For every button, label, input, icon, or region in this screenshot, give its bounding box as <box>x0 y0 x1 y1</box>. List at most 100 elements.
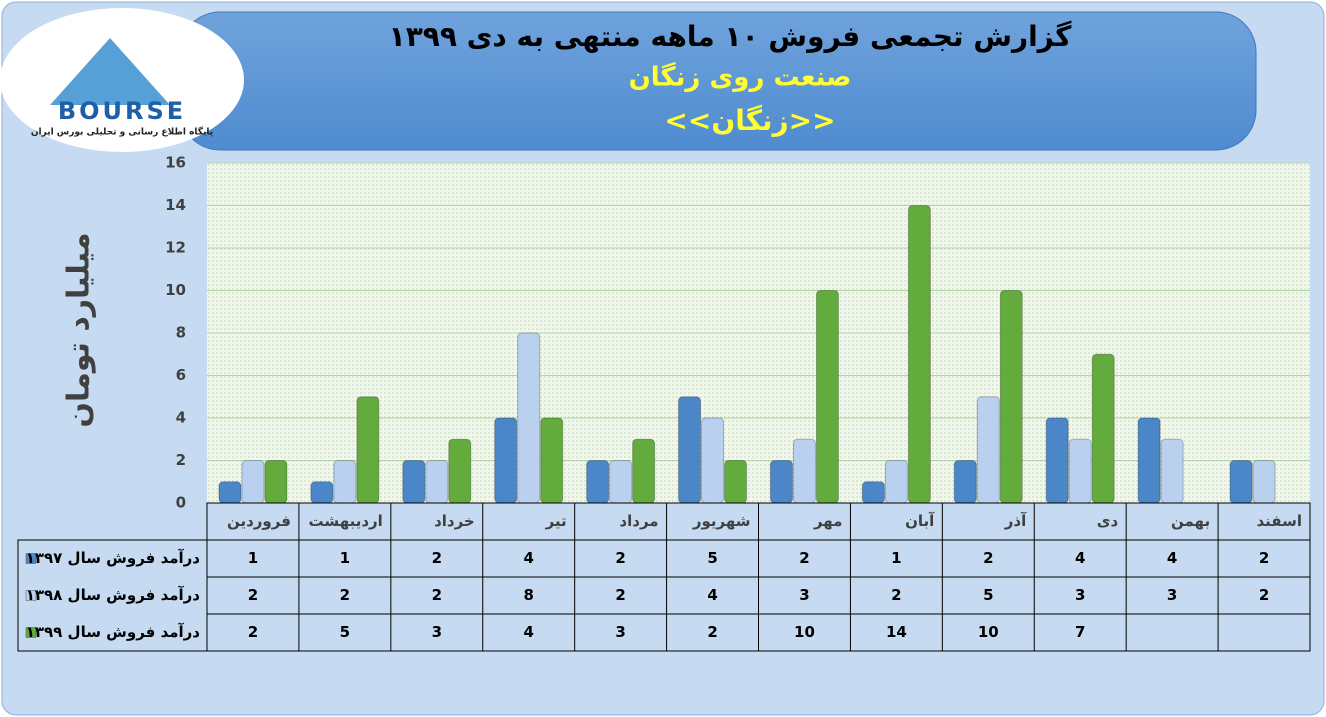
bar <box>999 290 1023 504</box>
bar <box>1137 417 1161 504</box>
logo-mark <box>50 38 170 105</box>
bar <box>632 438 656 504</box>
table-value: 4 <box>1167 549 1177 567</box>
y-tick-label: 4 <box>176 409 186 427</box>
table-value: 2 <box>983 549 993 567</box>
legend-swatch <box>25 627 37 638</box>
table-value: 2 <box>432 549 442 567</box>
table-value: 2 <box>432 586 442 604</box>
bar <box>448 438 472 504</box>
table-value: 2 <box>1259 549 1269 567</box>
y-tick-label: 0 <box>176 494 186 512</box>
bar <box>907 205 931 504</box>
x-tick-label: مرداد <box>619 512 658 530</box>
bar <box>1091 353 1115 504</box>
table-value: 5 <box>983 586 993 604</box>
table-value: 7 <box>1075 623 1085 641</box>
bar <box>517 332 541 504</box>
table-value: 4 <box>707 586 717 604</box>
table-value: 1 <box>248 549 258 567</box>
table-value: 14 <box>886 623 907 641</box>
table-value: 3 <box>1075 586 1085 604</box>
y-tick-label: 8 <box>176 324 186 342</box>
y-tick-label: 2 <box>176 451 186 469</box>
table-value: 2 <box>248 623 258 641</box>
x-tick-label: خرداد <box>434 512 475 530</box>
chart-symbol: <<زنگان>> <box>664 104 835 137</box>
bar <box>540 417 564 504</box>
bar <box>678 396 702 504</box>
bar <box>976 396 1000 504</box>
table-value: 2 <box>799 549 809 567</box>
table-value: 4 <box>523 549 533 567</box>
bar <box>701 417 725 504</box>
x-tick-label: آبان <box>905 512 935 530</box>
legend-label: درآمد فروش سال ۱۳۹۷ <box>26 549 201 567</box>
x-tick-label: مهر <box>813 512 843 530</box>
y-tick-label: 10 <box>165 281 186 299</box>
bar <box>724 460 748 504</box>
legend-label: درآمد فروش سال ۱۳۹۹ <box>26 623 201 641</box>
table-value: 3 <box>615 623 625 641</box>
bar <box>218 481 242 504</box>
y-axis-label: میلیارد تومان <box>62 232 97 427</box>
table-value: 1 <box>340 549 350 567</box>
bar <box>1045 417 1069 504</box>
bar <box>1252 460 1276 504</box>
logo-brand: BOURSE <box>58 97 186 125</box>
bar <box>953 460 977 504</box>
y-tick-label: 14 <box>165 196 186 214</box>
bar <box>1068 438 1092 504</box>
x-tick-label: بهمن <box>1171 512 1210 530</box>
table-value: 3 <box>799 586 809 604</box>
bar <box>333 460 357 504</box>
table-value: 2 <box>1259 586 1269 604</box>
bar <box>356 396 380 504</box>
x-tick-label: آذر <box>1004 512 1027 530</box>
bar <box>586 460 610 504</box>
bar <box>494 417 518 504</box>
table-value: 8 <box>523 586 533 604</box>
bar <box>1229 460 1253 504</box>
bar <box>425 460 449 504</box>
chart-subtitle: صنعت روی زنگان <box>629 62 852 93</box>
table-value: 3 <box>1167 586 1177 604</box>
bar <box>241 460 265 504</box>
legend-swatch <box>25 553 37 564</box>
bar <box>861 481 885 504</box>
bar <box>310 481 334 504</box>
logo-tagline: پایگاه اطلاع رسانی و تحلیلی بورس ایران <box>31 126 213 138</box>
bar <box>264 460 288 504</box>
table-value: 4 <box>523 623 533 641</box>
bar <box>769 460 793 504</box>
bar <box>792 438 816 504</box>
table-value: 2 <box>891 586 901 604</box>
x-tick-label: شهریور <box>692 512 751 530</box>
y-tick-label: 16 <box>165 154 186 172</box>
table-value: 2 <box>707 623 717 641</box>
table-value: 1 <box>891 549 901 567</box>
bar <box>1160 438 1184 504</box>
bar <box>609 460 633 504</box>
table-value: 5 <box>707 549 717 567</box>
chart-title: گزارش تجمعی فروش ۱۰ ماهه منتهی به دی ۱۳۹… <box>389 20 1072 53</box>
x-tick-label: فروردین <box>227 512 291 530</box>
bar <box>884 460 908 504</box>
bar <box>815 290 839 504</box>
x-tick-label: اسفند <box>1257 512 1302 530</box>
x-tick-label: اردیبهشت <box>309 512 383 530</box>
table-value: 10 <box>978 623 999 641</box>
y-tick-label: 12 <box>165 239 186 257</box>
table-value: 5 <box>340 623 350 641</box>
y-tick-label: 6 <box>176 366 186 384</box>
table-value: 3 <box>432 623 442 641</box>
bar <box>402 460 426 504</box>
table-value: 2 <box>340 586 350 604</box>
table-value: 2 <box>615 549 625 567</box>
table-value: 10 <box>794 623 815 641</box>
table-value: 2 <box>615 586 625 604</box>
x-tick-label: تیر <box>545 512 567 530</box>
table-value: 2 <box>248 586 258 604</box>
legend-swatch <box>25 590 37 601</box>
